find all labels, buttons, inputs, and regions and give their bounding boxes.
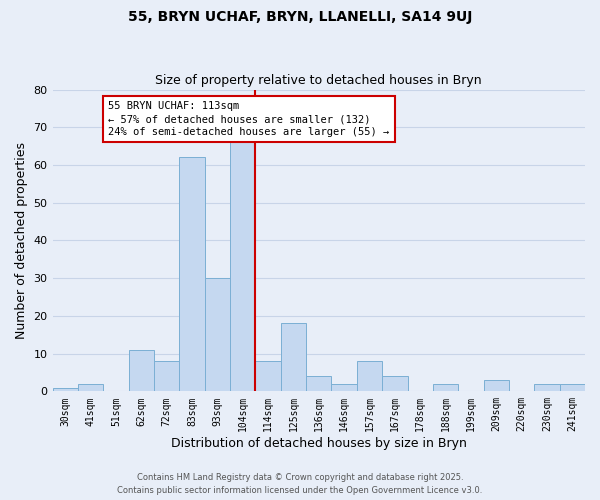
Bar [205,278,230,392]
Text: 55 BRYN UCHAF: 113sqm
← 57% of detached houses are smaller (132)
24% of semi-det: 55 BRYN UCHAF: 113sqm ← 57% of detached … [109,101,389,138]
Text: Contains HM Land Registry data © Crown copyright and database right 2025.
Contai: Contains HM Land Registry data © Crown c… [118,474,482,495]
Bar [357,361,382,392]
Bar [306,376,331,392]
Bar [281,324,306,392]
Bar [256,361,281,392]
X-axis label: Distribution of detached houses by size in Bryn: Distribution of detached houses by size … [171,437,467,450]
Bar [179,158,205,392]
Bar [154,361,179,392]
Bar [560,384,585,392]
Text: 55, BRYN UCHAF, BRYN, LLANELLI, SA14 9UJ: 55, BRYN UCHAF, BRYN, LLANELLI, SA14 9UJ [128,10,472,24]
Y-axis label: Number of detached properties: Number of detached properties [15,142,28,339]
Bar [382,376,407,392]
Bar [78,384,103,392]
Title: Size of property relative to detached houses in Bryn: Size of property relative to detached ho… [155,74,482,87]
Bar [331,384,357,392]
Bar [534,384,560,392]
Bar [53,388,78,392]
Bar [433,384,458,392]
Bar [230,142,256,392]
Bar [484,380,509,392]
Bar [128,350,154,392]
